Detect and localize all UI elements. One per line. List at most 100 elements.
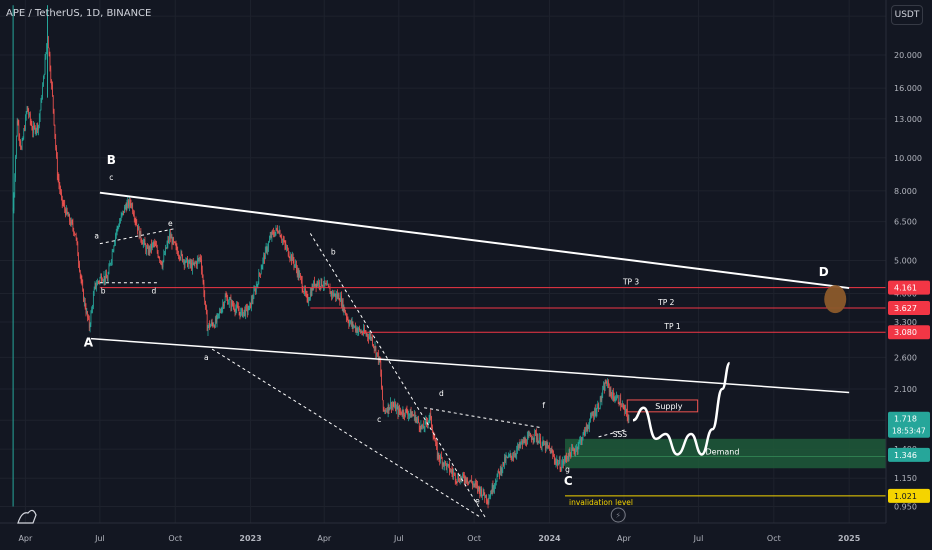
- candle-body: [146, 247, 147, 252]
- candle-body: [524, 439, 526, 443]
- candle-body: [608, 381, 609, 385]
- candle-body: [219, 311, 220, 314]
- candle-body: [163, 254, 165, 261]
- candle-body: [27, 106, 29, 112]
- candle-body: [75, 234, 77, 238]
- candle-body: [392, 404, 394, 406]
- candle-body: [106, 278, 108, 282]
- tp2-price-badge: [888, 301, 930, 316]
- candle-body: [31, 124, 33, 130]
- candle-body: [84, 299, 85, 302]
- candle-body: [360, 330, 361, 333]
- candle-body: [409, 413, 410, 415]
- candle-body: [575, 450, 576, 453]
- candle-body: [103, 275, 105, 281]
- candle-body: [355, 325, 356, 331]
- candle-body: [185, 258, 187, 263]
- y-tick-label: 10.000: [894, 154, 922, 163]
- candle-body: [528, 434, 530, 436]
- candle-body: [174, 241, 175, 243]
- candle-body: [120, 215, 122, 220]
- candle-body: [201, 259, 202, 270]
- x-tick-label: Jul: [693, 534, 704, 543]
- candle-body: [464, 476, 465, 481]
- candle-body: [147, 247, 149, 254]
- candle-body: [407, 413, 409, 417]
- candle-body: [331, 291, 332, 296]
- x-tick-label: Oct: [767, 534, 781, 543]
- candle-body: [319, 281, 320, 287]
- wave-label: b: [101, 287, 106, 296]
- candle-body: [61, 196, 63, 203]
- candle-body: [480, 488, 481, 495]
- candle-body: [287, 247, 288, 249]
- candle-body: [283, 241, 285, 242]
- candle-body: [558, 460, 560, 464]
- candle-body: [461, 476, 463, 480]
- candle-body: [78, 255, 79, 264]
- candle-body: [161, 260, 162, 265]
- candle-body: [590, 414, 592, 416]
- candle-body: [183, 260, 184, 262]
- candle-body: [443, 462, 445, 466]
- candle-body: [362, 333, 364, 335]
- candle-body: [481, 488, 482, 497]
- candle-body: [20, 141, 21, 147]
- candle-body: [178, 254, 179, 256]
- candle-body: [170, 233, 171, 239]
- candle-body: [95, 282, 97, 288]
- candle-body: [593, 414, 594, 417]
- candle-body: [438, 453, 440, 459]
- candle-body: [623, 406, 625, 408]
- candle-body: [596, 407, 598, 413]
- tradingview-logo: [17, 509, 37, 524]
- candle-body: [457, 476, 459, 482]
- candle-body: [171, 237, 173, 245]
- candle-body: [580, 438, 581, 440]
- candle-body: [466, 477, 468, 482]
- currency-button[interactable]: USDT: [891, 5, 923, 25]
- candle-body: [134, 215, 135, 220]
- candle-body: [414, 413, 415, 416]
- candle-body: [371, 337, 373, 339]
- candle-body: [445, 463, 447, 469]
- candle-body: [581, 438, 582, 443]
- candle-body: [554, 455, 555, 460]
- candle-body: [316, 282, 318, 287]
- candle-body: [207, 326, 209, 331]
- candle-body: [115, 231, 117, 235]
- candle-body: [46, 43, 47, 53]
- candle-body: [366, 334, 368, 335]
- candle-body: [323, 280, 325, 286]
- candle-body: [450, 471, 451, 473]
- candle-body: [184, 262, 186, 265]
- candle-body: [597, 404, 599, 408]
- candle-body: [271, 231, 273, 237]
- candle-body: [75, 233, 76, 235]
- candle-body: [549, 447, 550, 449]
- candle-body: [459, 477, 461, 483]
- y-tick-label: 5.000: [894, 256, 917, 265]
- candle-body: [132, 204, 133, 213]
- candle-body: [250, 302, 251, 308]
- candle-body: [338, 294, 340, 301]
- badge-text: 1.021: [894, 492, 917, 501]
- candle-body: [485, 495, 486, 498]
- candle-body: [333, 294, 335, 296]
- candle-body: [138, 227, 140, 238]
- candle-body: [212, 323, 214, 327]
- candle-body: [304, 288, 305, 293]
- candle-body: [510, 453, 512, 457]
- candle-body: [378, 353, 379, 362]
- symbol-title: APE / TetherUS, 1D, BINANCE: [6, 8, 152, 19]
- candle-body: [222, 303, 224, 308]
- candle-body: [421, 424, 423, 428]
- candle-body: [577, 446, 579, 451]
- badge-text: 3.080: [894, 328, 917, 337]
- candle-body: [221, 307, 223, 313]
- supply-zone: [626, 399, 699, 413]
- candle-body: [500, 467, 501, 475]
- candle-body: [382, 400, 384, 408]
- candle-body: [176, 246, 178, 251]
